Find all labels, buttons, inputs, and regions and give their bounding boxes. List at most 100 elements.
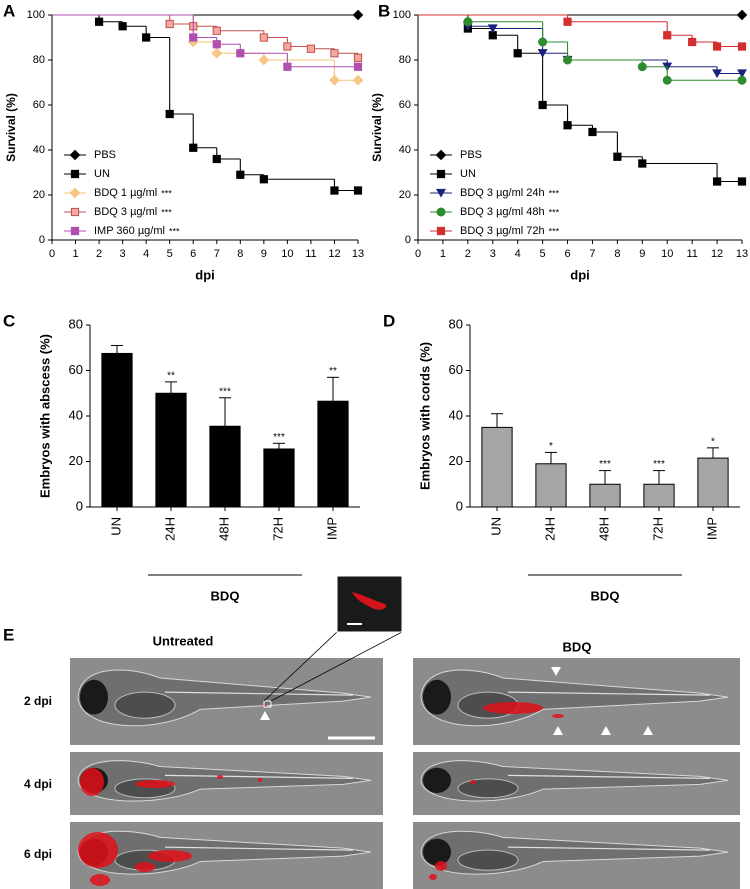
x-tick-label: 3 bbox=[490, 248, 496, 260]
bar bbox=[209, 425, 241, 508]
x-tick-label: 48H bbox=[216, 517, 231, 541]
marker bbox=[513, 49, 522, 58]
marker bbox=[353, 53, 363, 62]
x-tick-label: 48H bbox=[596, 517, 611, 541]
marker bbox=[488, 31, 497, 40]
marker bbox=[211, 47, 223, 59]
bar bbox=[481, 426, 513, 508]
larva-notochord bbox=[164, 691, 354, 696]
arrowhead bbox=[643, 726, 653, 735]
row-label: 4 dpi bbox=[24, 777, 52, 791]
marker bbox=[283, 62, 292, 71]
marker bbox=[737, 75, 747, 85]
marker bbox=[283, 42, 292, 51]
y-tick-label: 40 bbox=[399, 144, 411, 156]
y-tick-label: 0 bbox=[456, 498, 463, 513]
x-tick-label: 72H bbox=[270, 517, 285, 541]
y-axis-title: Survival (%) bbox=[370, 93, 384, 162]
marker bbox=[94, 17, 104, 26]
fluorescence bbox=[78, 832, 118, 868]
marker bbox=[638, 159, 647, 168]
marker bbox=[142, 33, 151, 42]
marker bbox=[538, 37, 548, 47]
y-axis-title: Embryos with abscess (%) bbox=[37, 334, 52, 498]
x-tick-label: 10 bbox=[281, 248, 293, 260]
fluorescence bbox=[90, 874, 110, 886]
legend-label: BDQ 3 µg/ml 48h bbox=[460, 206, 545, 218]
legend-marker bbox=[436, 169, 446, 179]
marker bbox=[663, 31, 672, 40]
y-axis-title: Embryos with cords (%) bbox=[417, 342, 432, 490]
inset-source bbox=[263, 700, 272, 708]
legend-label: BDQ 3 µg/ml bbox=[94, 206, 157, 218]
marker bbox=[563, 17, 572, 26]
y-tick-label: 20 bbox=[449, 453, 463, 468]
row-label: 6 dpi bbox=[24, 847, 52, 861]
inset-connector bbox=[263, 631, 338, 702]
legend-significance: *** bbox=[161, 188, 172, 198]
x-axis-title: dpi bbox=[195, 267, 215, 282]
bar bbox=[155, 392, 187, 508]
x-tick-label: 8 bbox=[237, 248, 243, 260]
larva-notochord bbox=[164, 774, 354, 779]
group-label: BDQ bbox=[591, 588, 620, 603]
legend-label: BDQ 3 µg/ml 24h bbox=[460, 187, 545, 199]
x-tick-label: 10 bbox=[661, 248, 673, 260]
x-tick-label: 12 bbox=[328, 248, 340, 260]
x-tick-label: 9 bbox=[639, 248, 645, 260]
legend-marker bbox=[69, 149, 81, 161]
marker bbox=[189, 33, 198, 42]
column-label: BDQ bbox=[563, 639, 592, 654]
significance-label: *** bbox=[219, 386, 231, 397]
legend-label: UN bbox=[460, 168, 476, 180]
x-tick-label: 4 bbox=[143, 248, 149, 260]
x-tick-label: 7 bbox=[214, 248, 220, 260]
y-tick-label: 100 bbox=[393, 9, 411, 21]
x-tick-label: 5 bbox=[167, 248, 173, 260]
fluorescence bbox=[148, 850, 192, 862]
marker bbox=[588, 127, 597, 137]
legend-label: BDQ 3 µg/ml 72h bbox=[460, 225, 545, 237]
y-tick-label: 80 bbox=[69, 316, 83, 331]
y-tick-label: 40 bbox=[449, 407, 463, 422]
fluorescence bbox=[552, 714, 564, 718]
marker bbox=[259, 175, 268, 184]
y-tick-label: 80 bbox=[399, 54, 411, 66]
x-tick-label: 72H bbox=[650, 517, 665, 541]
bar bbox=[589, 483, 621, 508]
legend-label: UN bbox=[94, 168, 110, 180]
arrowhead bbox=[601, 726, 611, 735]
fluorescence bbox=[470, 780, 476, 784]
marker bbox=[165, 109, 174, 119]
larva-yolk bbox=[457, 849, 519, 871]
legend-marker bbox=[435, 149, 447, 161]
x-tick-label: 11 bbox=[686, 248, 697, 260]
x-tick-label: UN bbox=[108, 517, 123, 536]
marker bbox=[463, 17, 473, 27]
marker bbox=[212, 154, 221, 164]
y-tick-label: 60 bbox=[449, 362, 463, 377]
bar bbox=[535, 463, 567, 508]
y-tick-label: 0 bbox=[39, 234, 45, 246]
bar bbox=[317, 400, 349, 508]
x-tick-label: 24H bbox=[542, 517, 557, 541]
larva-yolk bbox=[114, 691, 176, 719]
x-tick-label: 3 bbox=[120, 248, 126, 260]
y-tick-label: 20 bbox=[33, 189, 45, 201]
marker bbox=[353, 62, 363, 71]
marker bbox=[487, 24, 498, 34]
panel-letter: C bbox=[3, 311, 15, 330]
legend-label: PBS bbox=[94, 149, 116, 161]
x-tick-label: 13 bbox=[736, 248, 748, 260]
legend-significance: *** bbox=[549, 226, 560, 236]
marker bbox=[538, 100, 547, 110]
fluorescence bbox=[135, 862, 155, 872]
y-tick-label: 80 bbox=[449, 316, 463, 331]
y-tick-label: 20 bbox=[69, 453, 83, 468]
marker bbox=[259, 33, 268, 42]
significance-label: *** bbox=[653, 459, 665, 470]
larva-yolk bbox=[457, 778, 519, 799]
marker bbox=[353, 186, 363, 195]
x-tick-label: IMP bbox=[324, 517, 339, 540]
marker bbox=[736, 9, 748, 21]
